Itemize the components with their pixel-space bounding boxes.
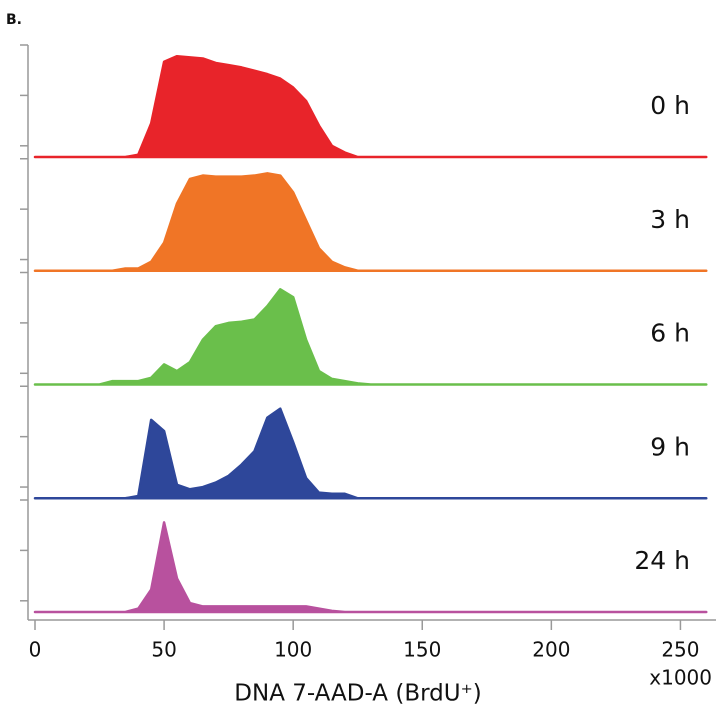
series-label: 9 h — [650, 432, 690, 461]
series-label: 24 h — [634, 546, 690, 575]
histogram-area — [33, 288, 708, 386]
x-axis-label: DNA 7-AAD-A (BrdU⁺) — [234, 681, 481, 707]
x-tick-label: 250 — [661, 638, 699, 662]
series-label: 6 h — [650, 319, 690, 348]
x-tick-label: 100 — [274, 638, 312, 662]
histogram-area — [33, 407, 708, 500]
histogram-area — [33, 54, 708, 159]
x-tick-label: 50 — [151, 638, 176, 662]
series-label: 0 h — [650, 91, 690, 120]
histogram-area — [33, 521, 708, 614]
x-tick-label: 0 — [29, 638, 42, 662]
x-tick-label: 200 — [532, 638, 570, 662]
series-label: 3 h — [650, 205, 690, 234]
histogram-area — [33, 172, 708, 272]
x-tick-label: 150 — [403, 638, 441, 662]
panel-label: B. — [6, 12, 22, 28]
x-multiplier: x1000 — [649, 666, 712, 690]
